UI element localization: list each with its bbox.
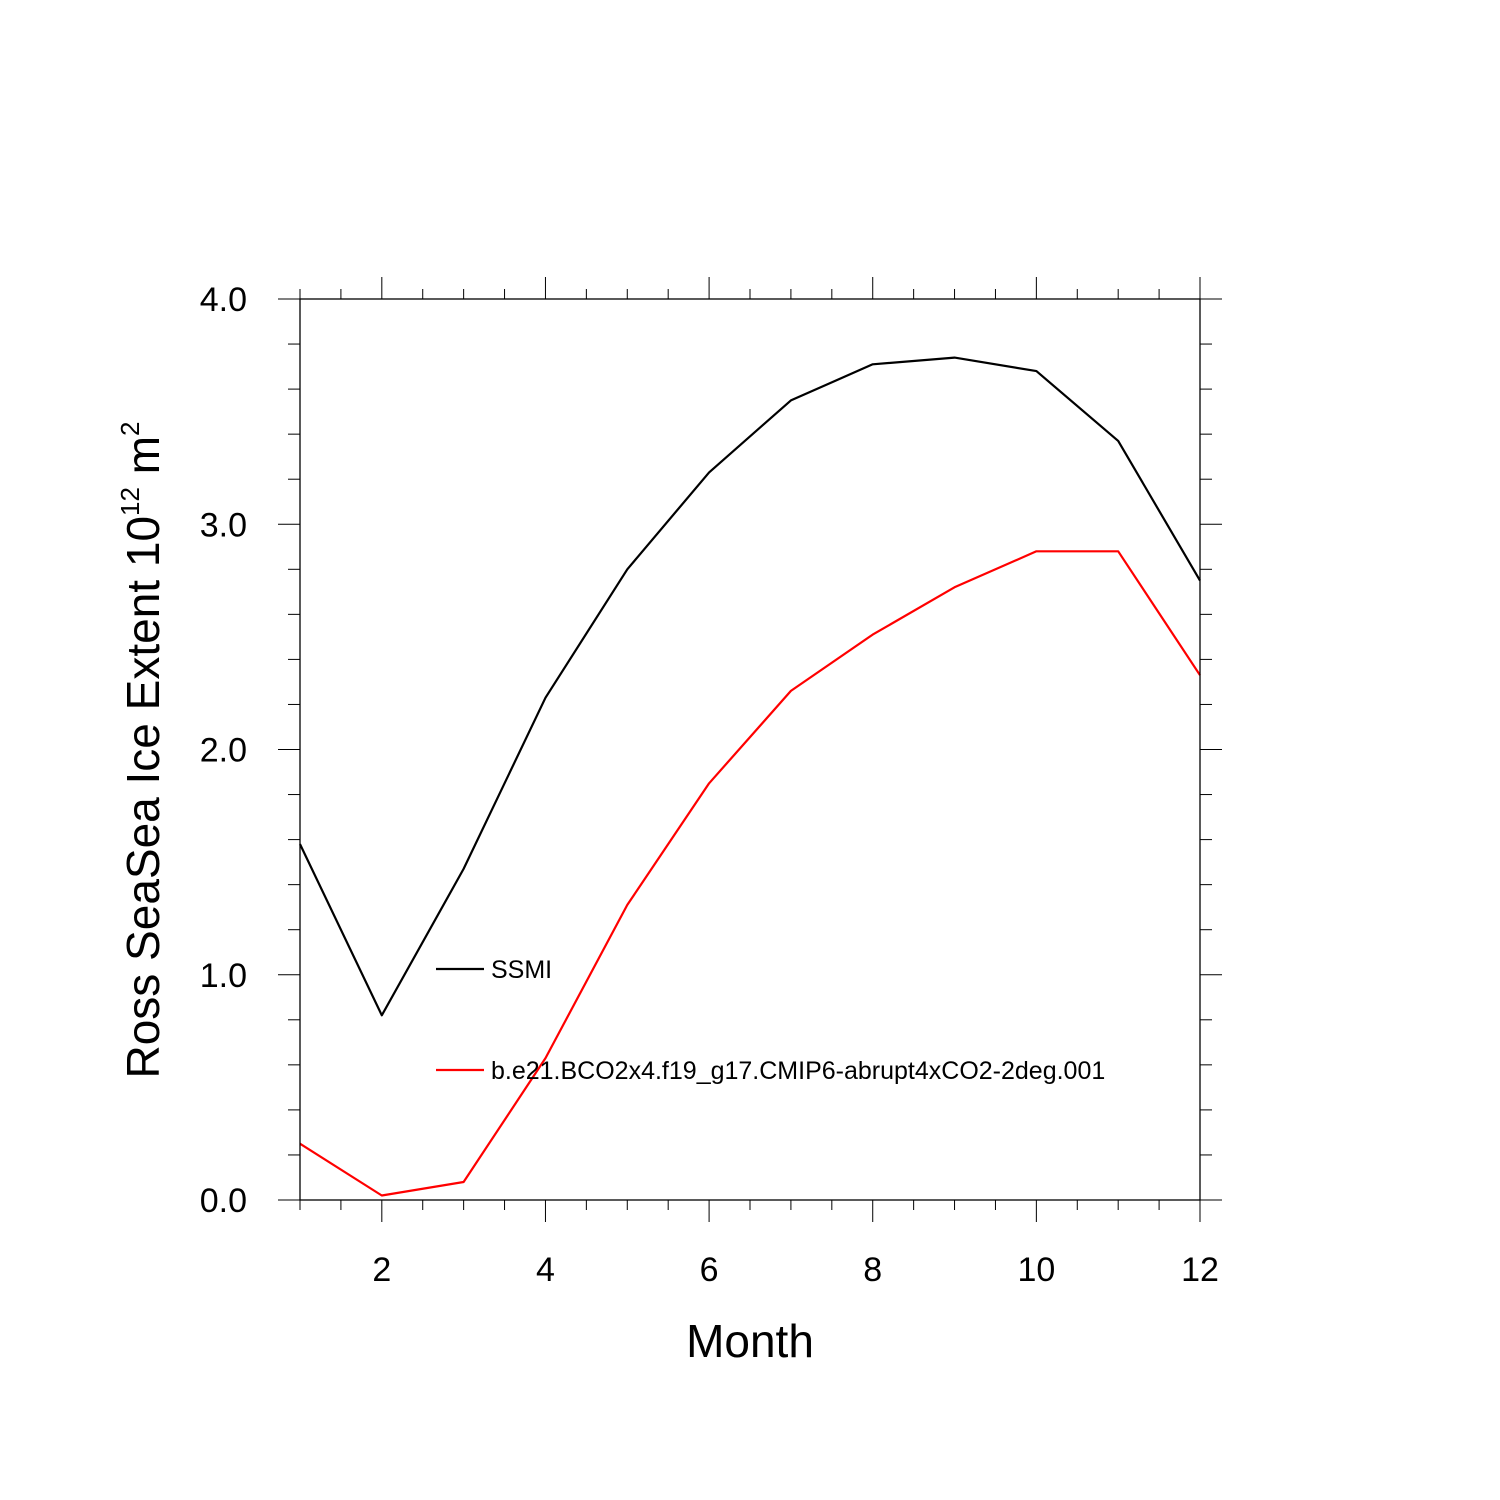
x-axis-title: Month	[686, 1315, 814, 1367]
y-tick-label: 2.0	[200, 732, 247, 770]
y-tick-label: 0.0	[200, 1182, 247, 1220]
legend-label: b.e21.BCO2x4.f19_g17.CMIP6-abrupt4xCO2-2…	[491, 1057, 1105, 1085]
axis-ticks	[278, 277, 1222, 1222]
y-tick-label: 3.0	[200, 506, 247, 544]
x-tick-label: 12	[1181, 1251, 1219, 1289]
tick-labels: 2 4 6 8 10 12 0.0 1.0 2.0 3.0 4.0	[200, 281, 1219, 1289]
x-tick-label: 10	[1017, 1251, 1055, 1289]
x-tick-label: 6	[700, 1251, 719, 1289]
x-tick-label: 8	[863, 1251, 882, 1289]
x-tick-label: 4	[536, 1251, 555, 1289]
plot-frame	[299, 298, 1201, 1201]
y-tick-label: 1.0	[200, 957, 247, 995]
y-axis-title-unit: m	[117, 436, 169, 487]
y-tick-label: 4.0	[200, 281, 247, 319]
x-tick-label: 2	[372, 1251, 391, 1289]
y-axis-title: Ross SeaSea Ice Extent 1012 m2	[115, 421, 169, 1078]
series-line-2	[299, 550, 1201, 1197]
legend-label: SSMI	[491, 956, 552, 984]
plot-lines	[299, 356, 1201, 1197]
series-line-1	[299, 356, 1201, 1017]
y-axis-title-exponent: 12	[115, 487, 145, 516]
legend: SSMI b.e21.BCO2x4.f19_g17.CMIP6-abrupt4xC…	[436, 956, 1105, 1085]
y-axis-title-unit-exponent: 2	[115, 421, 145, 435]
y-axis-title-main: Ross SeaSea Ice Extent 10	[117, 516, 169, 1079]
